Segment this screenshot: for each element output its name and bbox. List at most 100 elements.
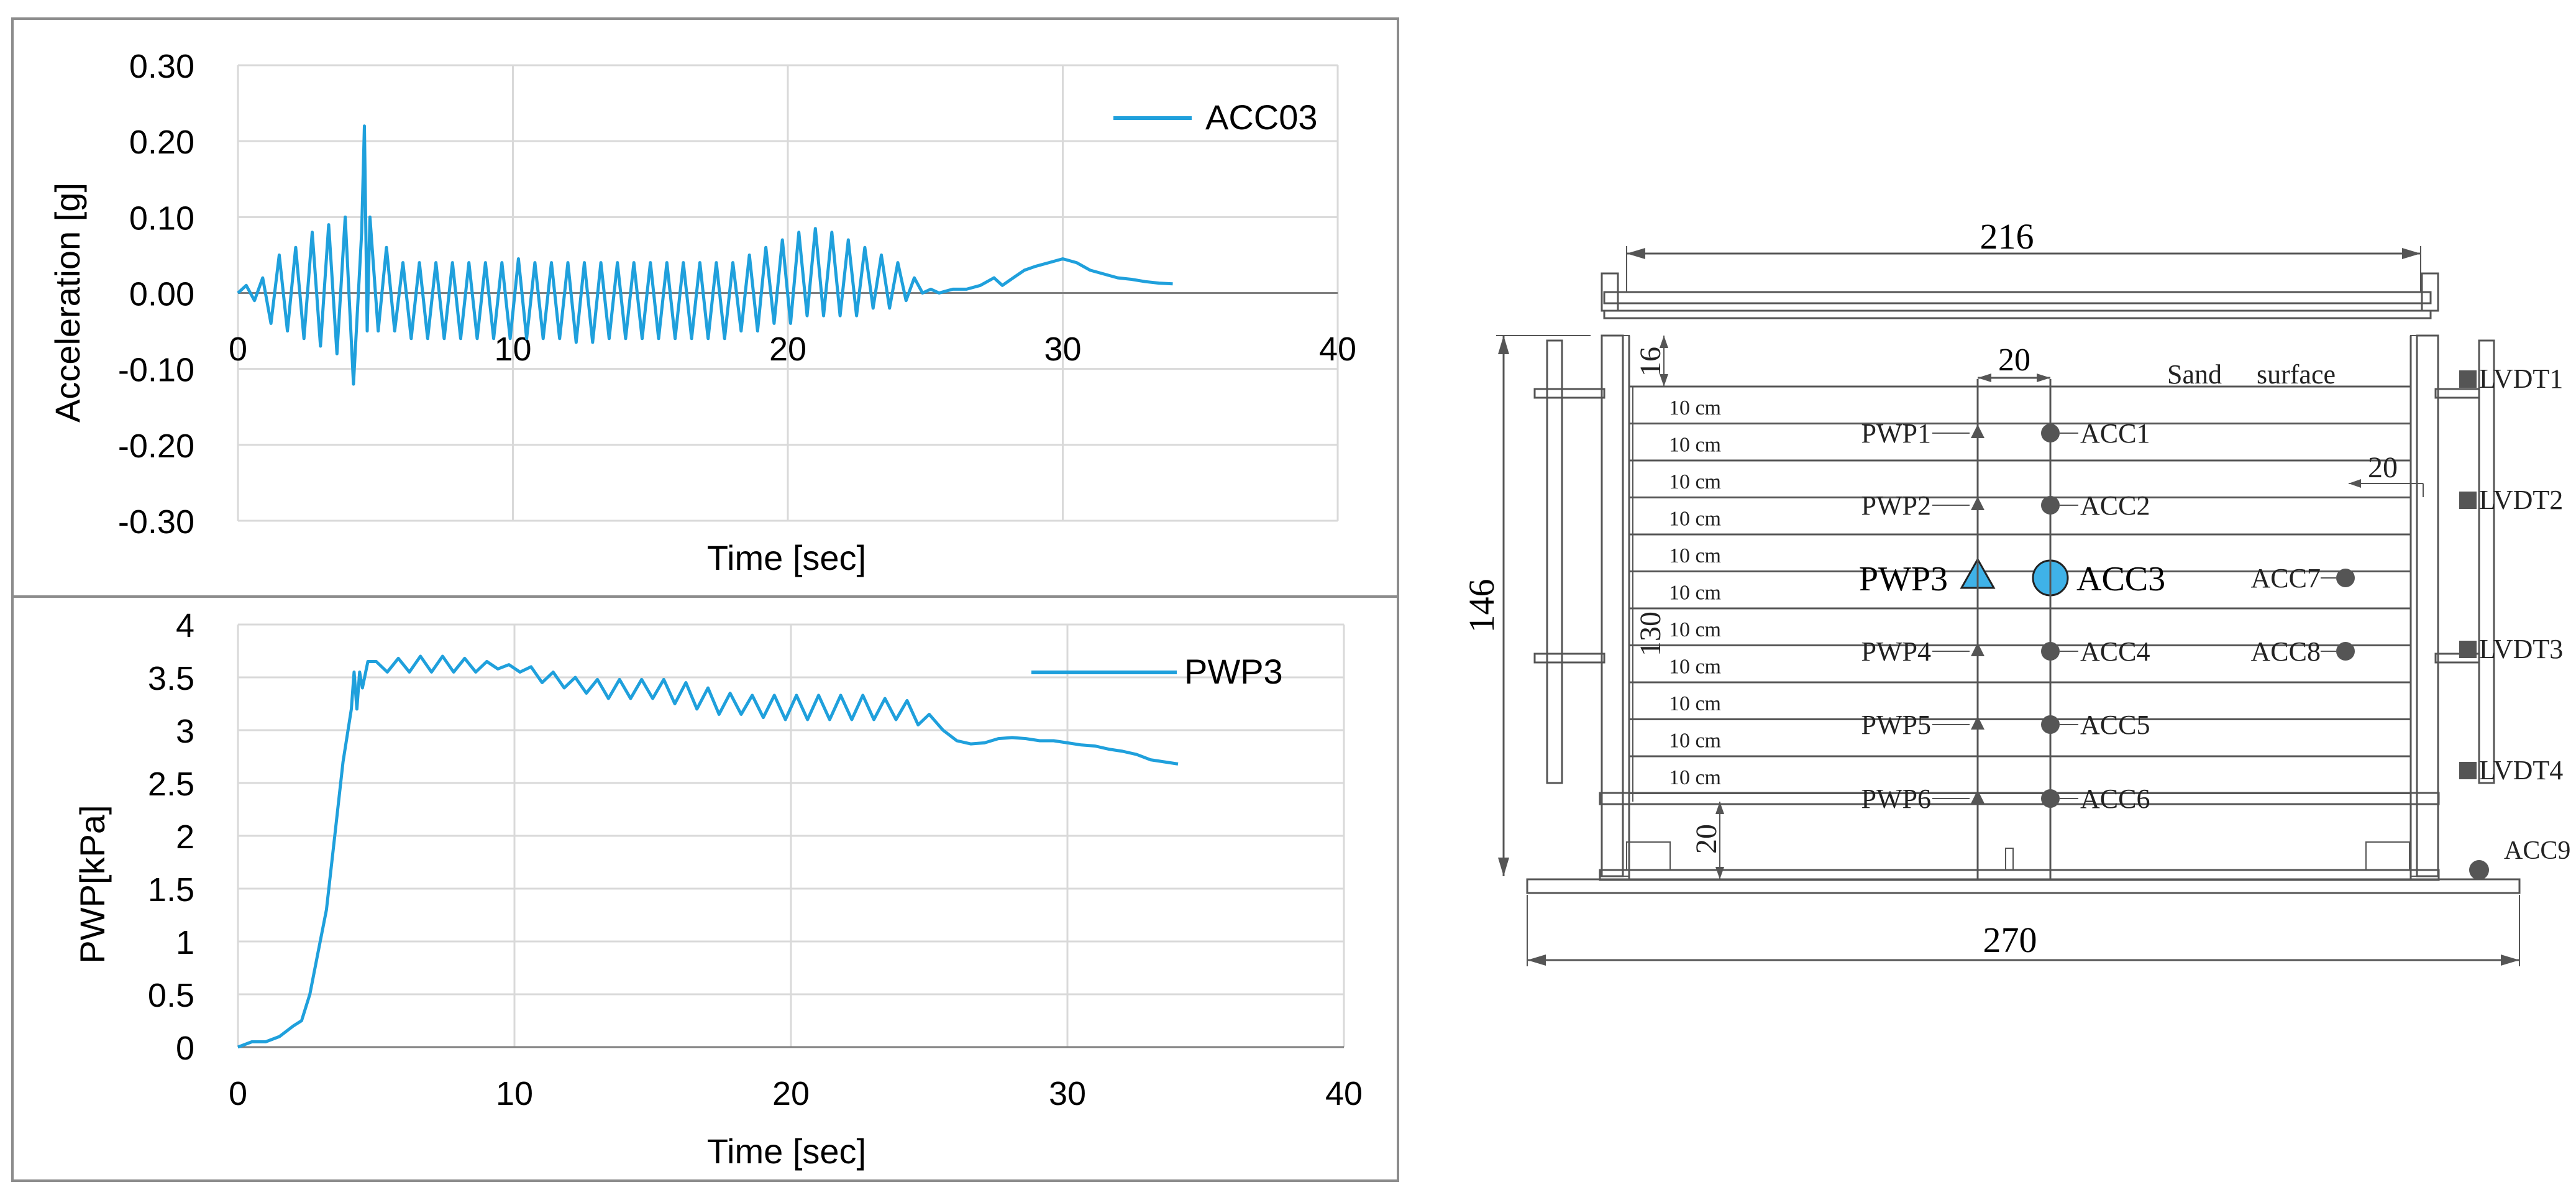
- lvdt-label: LVDT3: [2479, 634, 2563, 664]
- layer-thickness-label: 10 cm: [1669, 730, 1721, 753]
- test-setup-schematic: 216 270 146: [1461, 216, 2570, 966]
- chart1-x-axis-label: Time [sec]: [707, 538, 866, 577]
- chart2-y-tick-label: 0: [176, 1030, 194, 1067]
- right-base-plate: [2365, 841, 2410, 871]
- layer-thickness-label: 10 cm: [1669, 396, 1721, 419]
- chart1-y-tick-label: 0.20: [129, 124, 194, 161]
- acc-sensor-label: ACC2: [2080, 490, 2150, 521]
- layer-thickness-label: 10 cm: [1669, 656, 1721, 679]
- frame-left-bolt: [1601, 272, 1619, 312]
- chart2-x-tick-label: 0: [229, 1075, 247, 1112]
- sand-layers: 10 cm 10 cm 10 cm 10 cm 10 cm 10 cm 10 cm 10 cm…: [1629, 385, 2411, 794]
- outer-right-bracket-1: [2434, 388, 2480, 399]
- chart1-x-tick-label: 0: [229, 331, 247, 368]
- acc-sensor-label: ACC6: [2080, 784, 2150, 814]
- chart1-series-line-acc03: [237, 124, 1173, 386]
- chart2-x-tick-label: 20: [772, 1075, 810, 1112]
- chart1-series: [237, 124, 1173, 386]
- chart2-y-tick-label: 2: [176, 818, 194, 856]
- dim-sand-depth-label: 130: [1634, 611, 1667, 656]
- outer-left-bracket-2: [1533, 652, 1605, 664]
- dim-top-width-label: 216: [1980, 216, 2034, 257]
- acc9-label: ACC9: [2504, 836, 2570, 865]
- acc-sensor-label: ACC3: [2076, 560, 2165, 598]
- dim-bottom-width: [1527, 895, 2520, 966]
- chart1-legend-label: ACC03: [1205, 98, 1318, 137]
- left-base-plate: [1626, 841, 1671, 871]
- chart2-series: [237, 654, 1179, 1049]
- frame-top-beam: [1603, 291, 2432, 304]
- chart2-y-tick-labels: 4 3.5 3 2.5 2 1.5 1 0.5 0: [148, 607, 194, 1067]
- acceleration-chart: 0.300.200.100.00-0.10-0.20-0.30 0 10 20 30 4…: [11, 17, 1399, 598]
- chart1-y-axis-label: Acceleration [g]: [48, 183, 87, 423]
- dim-bottom-gap-label: 20: [1690, 824, 1723, 854]
- lvdt-label: LVDT2: [2479, 485, 2563, 515]
- dim-bottom-width-label: 270: [1983, 920, 2037, 960]
- pwp-sensor-label: PWP3: [1859, 560, 1948, 598]
- chart2-y-axis-label: PWP[kPa]: [73, 805, 112, 963]
- chart1-x-tick-label: 40: [1319, 331, 1356, 368]
- chart1-y-tick-label: -0.20: [118, 428, 194, 465]
- frame-top-beam-2: [1603, 309, 2432, 319]
- layer-thickness-label: 10 cm: [1669, 618, 1721, 641]
- surface-label: surface: [2257, 359, 2336, 390]
- chart1-x-tick-label: 30: [1044, 331, 1081, 368]
- chart2-y-tick-label: 4: [176, 607, 194, 644]
- dim-top-gap-label: 16: [1634, 347, 1667, 377]
- acc-sensor-label: ACC1: [2080, 418, 2150, 449]
- sand-label: Sand: [2167, 359, 2222, 390]
- chart2-y-tick-label: 3.5: [148, 660, 194, 697]
- chart1-y-tick-label: -0.30: [118, 503, 194, 541]
- chart2-x-tick-label: 40: [1325, 1075, 1363, 1112]
- chart2-x-tick-label: 10: [496, 1075, 533, 1112]
- outer-right-bracket-2: [2434, 652, 2480, 664]
- acc7-marker: [2336, 569, 2355, 587]
- chart1-y-tick-label: 0.30: [129, 48, 194, 85]
- chart2-gridlines: [237, 623, 1345, 1048]
- lvdt-marker-icon: [2459, 370, 2477, 388]
- lvdt-marker-icon: [2459, 641, 2477, 658]
- layer-thickness-label: 10 cm: [1669, 582, 1721, 605]
- layer-thickness-label: 10 cm: [1669, 470, 1721, 493]
- chart2-legend-label: PWP3: [1184, 652, 1283, 691]
- layer-thickness-label: 10 cm: [1669, 508, 1721, 531]
- layer-thickness-label: 10 cm: [1669, 692, 1721, 715]
- pwp-chart: 4 3.5 3 2.5 2 1.5 1 0.5 0 0 10 20 30 40 Time [sec] P…: [11, 595, 1399, 1182]
- outer-left-bracket-1: [1533, 388, 1605, 399]
- chart1-y-tick-label: -0.10: [118, 352, 194, 389]
- acc-sensor-label: ACC4: [2080, 636, 2150, 667]
- shaking-table: [1526, 878, 2521, 894]
- dim-height: [1496, 335, 1591, 876]
- acc7-label: ACC7: [2251, 563, 2321, 593]
- center-anchor: [2005, 848, 2014, 871]
- chart1-x-tick-label: 20: [769, 331, 806, 368]
- chart1-y-tick-labels: 0.30 0.20 0.10 0.00 -0.10 -0.20 -0.30: [118, 48, 194, 541]
- lvdt-label: LVDT1: [2479, 364, 2563, 394]
- chart2-y-tick-label: 3: [176, 713, 194, 750]
- chart2-y-tick-label: 1: [176, 924, 194, 961]
- frame-bottom-beam: [1599, 792, 2440, 805]
- dim-top-width: [1626, 246, 2421, 292]
- chart1-y-tick-label: 0.10: [129, 199, 194, 237]
- dim-sensor-spacing-label: 20: [1998, 342, 2030, 378]
- pwp-sensor-label: PWP1: [1861, 418, 1931, 449]
- chart2-x-tick-label: 30: [1049, 1075, 1086, 1112]
- acc9-marker: [2469, 860, 2489, 880]
- chart2-y-tick-label: 1.5: [148, 871, 194, 909]
- chart2-x-tick-labels: 0 10 20 30 40: [229, 1075, 1363, 1112]
- layer-thickness-label: 10 cm: [1669, 434, 1721, 457]
- chart2-series-line-pwp3: [237, 654, 1179, 1049]
- dim-height-label: 146: [1461, 579, 1502, 633]
- lvdt-marker-icon: [2459, 492, 2477, 509]
- lvdt-array: LVDT1 LVDT2 LVDT3 LVDT4: [2459, 364, 2563, 785]
- acc8-marker: [2336, 642, 2355, 661]
- chart2-y-tick-label: 2.5: [148, 766, 194, 803]
- sensor-array: PWP1 ACC1 PWP2 ACC2 PWP3 ACC3 PWP4 ACC4 PWP5 ACC5…: [1859, 418, 2355, 814]
- pwp-sensor-label: PWP2: [1861, 490, 1931, 521]
- acc8-label: ACC8: [2251, 636, 2321, 667]
- chart2-y-tick-label: 0.5: [148, 977, 194, 1014]
- frame-left-post: [1601, 334, 1624, 877]
- outer-right-side-frame: [2478, 339, 2495, 784]
- lvdt-label: LVDT4: [2479, 755, 2563, 785]
